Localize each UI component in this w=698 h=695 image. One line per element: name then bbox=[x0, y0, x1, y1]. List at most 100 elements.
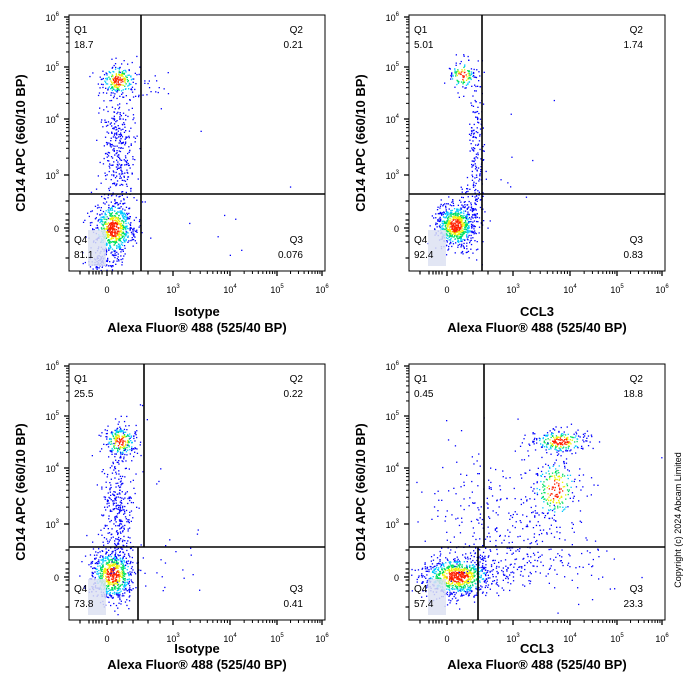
event-dot bbox=[446, 572, 448, 575]
event-dot bbox=[99, 161, 101, 164]
event-dot bbox=[120, 431, 122, 433]
event-dot bbox=[111, 576, 113, 578]
event-dot bbox=[460, 219, 462, 221]
event-dot bbox=[112, 462, 114, 465]
event-dot bbox=[482, 578, 485, 580]
event-dot bbox=[106, 73, 108, 75]
y-tick-label: 104 bbox=[386, 114, 400, 125]
event-dot bbox=[103, 227, 105, 229]
event-dot bbox=[101, 432, 103, 434]
event-dot bbox=[466, 581, 469, 583]
event-dot bbox=[121, 451, 124, 453]
event-dot bbox=[468, 81, 471, 83]
event-dot bbox=[472, 237, 474, 239]
event-dot bbox=[121, 568, 124, 571]
event-dot bbox=[477, 131, 479, 134]
event-dot bbox=[123, 535, 125, 538]
event-dot bbox=[120, 169, 122, 171]
y-tick-label: 0 bbox=[54, 573, 59, 583]
event-dot bbox=[122, 203, 124, 205]
event-dot bbox=[128, 130, 131, 132]
event-dot bbox=[114, 583, 116, 585]
event-dot bbox=[121, 584, 123, 586]
event-dot bbox=[471, 179, 474, 181]
event-dot bbox=[460, 227, 462, 229]
event-dot bbox=[451, 225, 453, 227]
event-dot bbox=[421, 567, 424, 569]
event-dot bbox=[469, 577, 472, 579]
event-dot bbox=[118, 492, 121, 494]
event-dot bbox=[493, 580, 496, 582]
event-dot bbox=[130, 436, 132, 438]
event-dot bbox=[114, 418, 117, 420]
event-dot bbox=[469, 566, 471, 569]
y-tick-label: 104 bbox=[46, 114, 60, 125]
event-dot bbox=[118, 85, 120, 88]
event-dot bbox=[119, 447, 121, 449]
event-dot bbox=[119, 510, 121, 513]
event-dot bbox=[439, 205, 442, 207]
event-dot bbox=[474, 111, 476, 114]
event-dot bbox=[125, 239, 127, 241]
event-dot bbox=[106, 142, 108, 144]
event-dot bbox=[120, 590, 122, 592]
event-dot bbox=[441, 567, 443, 569]
event-dot bbox=[116, 97, 118, 100]
event-dot bbox=[217, 236, 219, 238]
event-dot bbox=[491, 582, 493, 585]
event-dot bbox=[477, 221, 479, 223]
event-dot bbox=[451, 598, 454, 600]
event-dot bbox=[472, 566, 474, 569]
event-dot bbox=[470, 239, 472, 241]
event-dot bbox=[142, 94, 144, 96]
event-dot bbox=[116, 592, 118, 594]
event-dot bbox=[110, 572, 112, 574]
event-dot bbox=[110, 265, 112, 267]
tick-exponent: 4 bbox=[233, 284, 237, 290]
event-dot bbox=[104, 136, 107, 138]
event-dot bbox=[119, 588, 121, 590]
event-dot bbox=[455, 62, 457, 64]
event-dot bbox=[118, 592, 120, 594]
event-dot bbox=[436, 564, 438, 566]
event-dot bbox=[459, 233, 462, 235]
event-dot bbox=[132, 156, 134, 158]
event-dot bbox=[110, 494, 112, 496]
event-dot bbox=[485, 585, 487, 587]
event-dot bbox=[446, 569, 448, 571]
event-dot bbox=[132, 164, 134, 166]
event-dot bbox=[115, 80, 117, 82]
event-dot bbox=[463, 81, 465, 83]
event-dot bbox=[109, 241, 111, 243]
event-dot bbox=[118, 437, 120, 440]
event-dot bbox=[117, 504, 119, 506]
event-dot bbox=[498, 566, 500, 568]
event-dot bbox=[108, 518, 110, 520]
event-dot bbox=[552, 444, 554, 446]
event-dot bbox=[118, 207, 120, 209]
event-dot bbox=[115, 166, 118, 168]
event-dot bbox=[123, 555, 125, 557]
event-dot bbox=[125, 157, 127, 159]
event-dot bbox=[463, 223, 465, 226]
event-dot bbox=[115, 126, 117, 128]
event-dot bbox=[452, 225, 454, 227]
event-dot bbox=[468, 230, 470, 232]
event-dot bbox=[472, 149, 475, 151]
event-dot bbox=[108, 170, 110, 173]
event-dot bbox=[474, 168, 477, 170]
event-dot bbox=[109, 594, 111, 596]
event-dot bbox=[131, 237, 133, 239]
event-dot bbox=[463, 594, 465, 596]
event-dot bbox=[422, 581, 424, 583]
event-dot bbox=[448, 568, 450, 570]
event-dot bbox=[473, 76, 475, 78]
event-dot bbox=[98, 92, 101, 94]
event-dot bbox=[457, 558, 459, 560]
event-dot bbox=[134, 88, 136, 91]
event-dot bbox=[114, 154, 116, 156]
event-dot bbox=[472, 160, 474, 162]
event-dot bbox=[463, 66, 465, 69]
event-dot bbox=[124, 88, 127, 90]
event-dot bbox=[113, 568, 115, 570]
